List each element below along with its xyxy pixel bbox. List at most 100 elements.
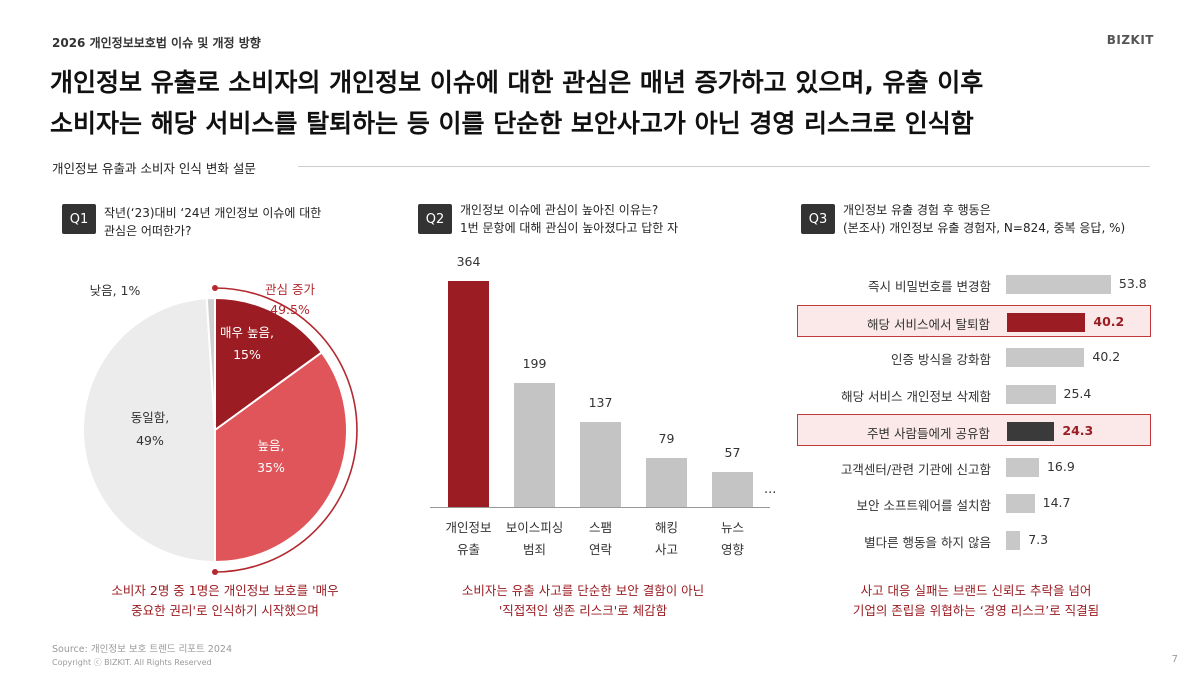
q1-question-line-1: 작년(‘23)대비 ‘24년 개인정보 이슈에 대한	[104, 206, 322, 220]
q3-bar-value: 40.2	[1092, 349, 1121, 364]
q3-bar	[1006, 457, 1039, 477]
q1-question-line-2: 관심은 어떠한가?	[104, 224, 192, 238]
q3-bar	[1006, 384, 1056, 404]
q3-bar-value: 40.2	[1093, 313, 1125, 329]
pie-slice-high	[214, 351, 348, 564]
q2-bar-value: 199	[522, 356, 547, 372]
q2-bar	[646, 457, 687, 507]
q3-question-line-2: (본조사) 개인정보 유출 경험자, N=824, 중복 응답, %)	[843, 221, 1126, 235]
page-number: 7	[1171, 654, 1178, 665]
q2-footnote-line-1: 소비자는 유출 사고를 단순한 보안 결함이 아닌	[461, 583, 705, 598]
interest-increase-arc	[214, 287, 358, 573]
arc-end-dot	[212, 569, 218, 575]
q1-question: 작년(‘23)대비 ‘24년 개인정보 이슈에 대한 관심은 어떠한가?	[104, 204, 321, 240]
q3-badge: Q3	[801, 204, 835, 234]
q3-bar	[1006, 275, 1111, 294]
q1-footnote-line-1: 소비자 2명 중 1명은 개인정보 보호를 '매우	[111, 583, 339, 598]
q3-bar	[1006, 494, 1035, 513]
q2-category-label: 개인정보 유출	[439, 517, 499, 561]
q2-bar-value: 79	[658, 430, 675, 446]
q2-category-line: 스팸	[588, 520, 612, 535]
q3-row-label: 해당 서비스 개인정보 삭제함	[841, 388, 991, 404]
q3-row: 해당 서비스 개인정보 삭제함 25.4	[797, 378, 1151, 410]
q3-footnote-line-1: 사고 대응 실패는 브랜드 신뢰도 추락을 넘어	[860, 583, 1092, 598]
slice-value-very-high: 15%	[233, 347, 261, 362]
q2-question: 개인정보 이슈에 관심이 높아진 이유는? 1번 문항에 대해 관심이 높아졌다…	[460, 201, 678, 237]
brand-logo-text: BIZKIT	[1106, 33, 1154, 47]
callout-value: 49.5%	[270, 302, 310, 317]
q3-row-label: 즉시 비밀번호를 변경함	[868, 279, 991, 294]
q3-bar	[1007, 422, 1055, 441]
q3-row-label: 고객센터/관련 기관에 신고함	[840, 461, 991, 477]
copyright: Copyright ⓒ BIZKIT. All Rights Reserved	[52, 658, 212, 667]
q3-row-label: 보안 소프트웨어를 설치함	[856, 498, 991, 513]
callout-label: 관심 증가	[265, 282, 315, 297]
q2-question-line-1: 개인정보 이슈에 관심이 높아진 이유는?	[460, 203, 659, 217]
q3-row-label: 인증 방식을 강화함	[891, 352, 991, 367]
q2-question-line-2: 1번 문항에 대해 관심이 높아졌다고 답한 자	[460, 221, 679, 235]
q3-bar-value: 16.9	[1046, 458, 1075, 474]
q3-row: 즉시 비밀번호를 변경함 53.8	[797, 268, 1151, 300]
q2-category-line: 보이스피싱	[505, 520, 564, 535]
q3-question-line-1: 개인정보 유출 경험 후 행동은	[843, 203, 991, 217]
q3-row-label: 별다른 행동을 하지 않음	[864, 534, 991, 550]
section-label: 개인정보 유출과 소비자 인식 변화 설문	[52, 161, 256, 176]
q2-bar	[514, 383, 555, 507]
q2-bar-value: 57	[724, 444, 741, 460]
slice-label-high: 높음,	[258, 438, 285, 453]
q3-row-label: 주변 사람들에게 공유함	[867, 426, 990, 441]
q2-category-line: 범죄	[522, 542, 546, 557]
q2-category-line: 영향	[720, 542, 744, 557]
q1-footnote-line-2: 중요한 권리'로 인식하기 시작했으며	[131, 603, 319, 618]
q3-row: 주변 사람들에게 공유함 24.3	[797, 414, 1151, 446]
q3-row: 별다른 행동을 하지 않음 7.3	[797, 524, 1151, 556]
slice-label-same: 동일함,	[131, 410, 169, 425]
q3-bar	[1007, 312, 1086, 332]
slice-label-very-high: 매우 높음,	[220, 325, 274, 340]
slice-value-high: 35%	[257, 460, 285, 475]
q1-footnote: 소비자 2명 중 1명은 개인정보 보호를 '매우 중요한 권리'로 인식하기 …	[60, 581, 390, 621]
report-subtitle: 2026 개인정보보호법 이슈 및 개정 방향	[52, 36, 261, 50]
q3-row: 인증 방식을 강화함 40.2	[797, 341, 1151, 373]
q2-category-line: 사고	[654, 542, 678, 557]
q3-row: 해당 서비스에서 탈퇴함 40.2	[797, 304, 1151, 337]
q2-more-indicator: ...	[764, 482, 777, 497]
page-title: 개인정보 유출로 소비자의 개인정보 이슈에 대한 관심은 매년 증가하고 있으…	[50, 62, 1160, 144]
q2-x-axis	[430, 507, 770, 508]
q2-category-line: 뉴스	[720, 520, 744, 535]
q2-category-line: 연락	[588, 542, 612, 557]
q2-badge: Q2	[418, 204, 452, 234]
q1-badge: Q1	[62, 204, 96, 234]
slice-label-low: 낮음, 1%	[90, 283, 141, 298]
q2-bar-value: 137	[588, 394, 613, 410]
q2-bar	[712, 471, 753, 507]
q2-footnote-line-2: '직접적인 생존 리스크'로 체감함	[498, 603, 668, 618]
title-line-2: 소비자는 해당 서비스를 탈퇴하는 등 이를 단순한 보안사고가 아닌 경영 리…	[50, 109, 974, 138]
q2-category-line: 해킹	[654, 520, 678, 535]
q3-row: 고객센터/관련 기관에 신고함 16.9	[797, 451, 1151, 483]
q3-question: 개인정보 유출 경험 후 행동은 (본조사) 개인정보 유출 경험자, N=82…	[843, 201, 1125, 237]
q3-row-label: 해당 서비스에서 탈퇴함	[867, 316, 990, 332]
q3-bar	[1006, 530, 1021, 550]
pie-slice-low	[205, 296, 216, 431]
q3-bar	[1006, 348, 1085, 367]
q1-pie-chart: 관심 증가 49.5% 낮음, 1% 매우 높음, 15% 높음, 35% 동일…	[82, 282, 358, 575]
q2-bar	[448, 281, 489, 507]
q3-bar-value: 24.3	[1062, 423, 1094, 438]
q2-bar-value: 364	[456, 254, 481, 269]
q3-bar-value: 14.7	[1042, 495, 1071, 510]
pie-slice-very-high	[214, 296, 324, 432]
source-note: Source: 개인정보 보호 트렌드 리포트 2024	[52, 644, 232, 655]
q3-bar-value: 7.3	[1028, 531, 1049, 547]
q2-footnote: 소비자는 유출 사고를 단순한 보안 결함이 아닌 '직접적인 생존 리스크'로…	[418, 581, 748, 621]
q3-bar-value: 53.8	[1118, 276, 1147, 291]
slice-value-same: 49%	[136, 433, 164, 448]
q3-footnote: 사고 대응 실패는 브랜드 신뢰도 추락을 넘어 기업의 존립을 위협하는 ‘경…	[800, 581, 1152, 621]
pie-slice-same	[82, 297, 216, 564]
q3-bar-value: 25.4	[1063, 385, 1092, 401]
